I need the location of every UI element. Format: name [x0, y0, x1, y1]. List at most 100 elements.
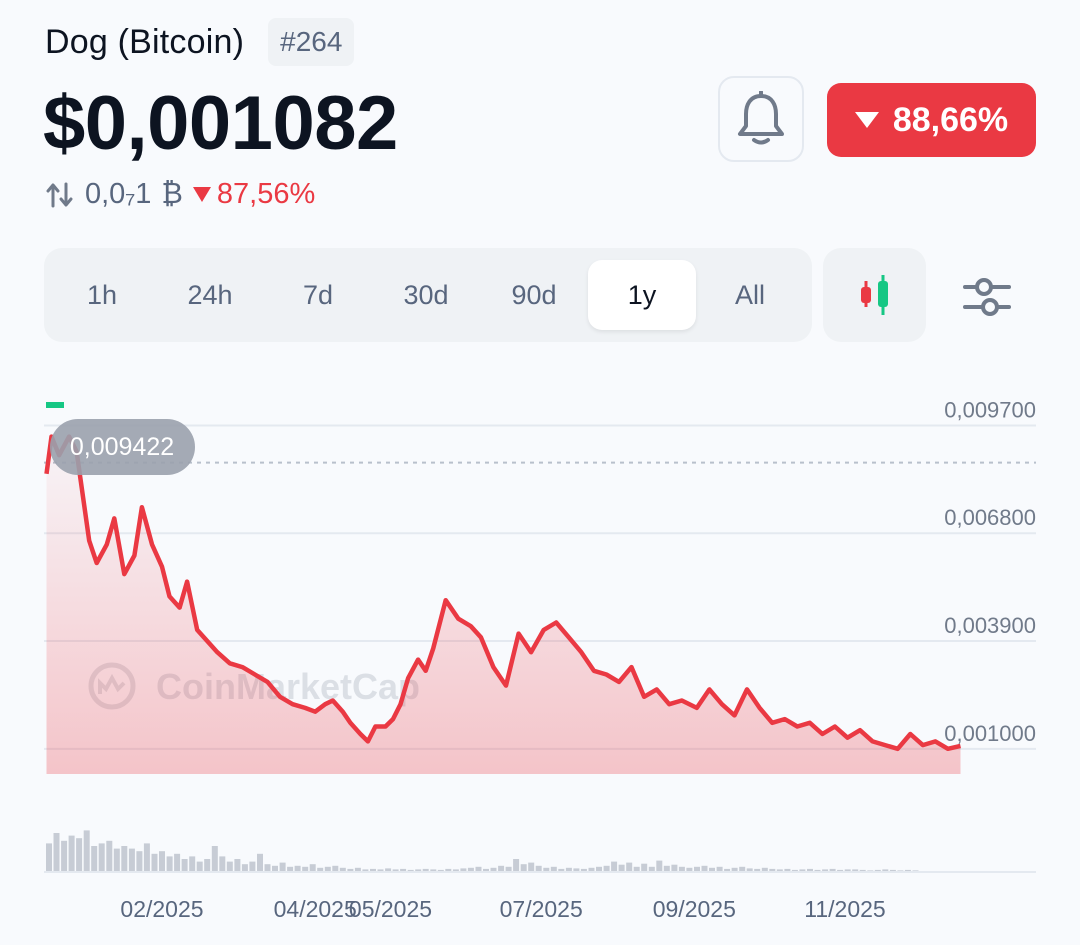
volume-bar	[648, 866, 655, 872]
volume-bar	[460, 868, 467, 872]
btc-price-row: 0,0₇1 ₿ 87,56%	[45, 178, 315, 211]
volume-bar	[249, 861, 256, 872]
volume-bar	[535, 865, 542, 872]
volume-bar	[678, 866, 685, 872]
volume-bar	[490, 867, 497, 872]
volume-bar	[558, 868, 565, 872]
volume-bar	[174, 853, 181, 872]
volume-bar	[430, 869, 437, 872]
price-chart[interactable]: CoinMarketCap 0,0097000,0068000,0039000,…	[0, 360, 1080, 945]
swap-arrows-icon[interactable]	[45, 180, 75, 210]
chart-settings-button[interactable]	[948, 258, 1026, 336]
volume-bar	[76, 838, 83, 872]
volume-bar	[844, 869, 851, 872]
rank-badge: #264	[268, 18, 355, 66]
volume-bar	[822, 869, 829, 872]
volume-bar	[754, 868, 761, 872]
volume-bar	[701, 865, 708, 872]
volume-bar	[106, 840, 113, 872]
coin-price: $0,001082	[43, 81, 398, 166]
range-tab[interactable]: 90d	[511, 279, 557, 310]
volume-bar	[874, 869, 881, 872]
range-tab-active[interactable]: 1y	[588, 260, 696, 330]
volume-bar	[709, 867, 715, 872]
time-range-tabs: 1h 24h 7d 30d 90d 1y All	[44, 248, 812, 342]
x-tick-label: 02/2025	[120, 896, 203, 922]
volume-bar	[98, 843, 105, 872]
volume-bar	[362, 869, 369, 872]
volume-bar	[332, 865, 339, 872]
y-tick-label: 0,001000	[944, 721, 1036, 746]
volume-bar	[83, 830, 90, 872]
volume-bar	[53, 833, 60, 872]
volume-bar	[264, 864, 271, 872]
volume-bar	[588, 867, 595, 872]
range-tab[interactable]: 30d	[403, 279, 449, 310]
price-alert-button[interactable]	[718, 76, 804, 162]
volume-bar	[513, 859, 520, 872]
volume-bar	[151, 853, 158, 872]
volume-bar	[580, 868, 587, 872]
x-tick-label: 04/2025	[274, 896, 357, 922]
range-tab[interactable]: All	[734, 279, 765, 310]
volume-bar	[467, 867, 474, 872]
volume-bar	[68, 835, 75, 872]
volume-bar	[739, 866, 746, 872]
volume-bar	[761, 867, 768, 872]
volume-bar	[324, 866, 331, 872]
volume-bar	[807, 868, 813, 872]
volume-bar	[241, 864, 248, 872]
volume-bar	[204, 859, 211, 872]
btc-price-value: 0,0₇1	[85, 178, 152, 210]
sliders-icon	[963, 278, 1011, 316]
volume-bar	[716, 866, 723, 872]
volume-bar	[407, 869, 414, 872]
volume-bar	[641, 863, 648, 872]
tooltip-value: 0,009422	[70, 433, 174, 461]
volume-bar	[784, 868, 791, 872]
volume-bar	[724, 868, 731, 872]
price-change-value: 88,66%	[892, 100, 1009, 139]
volume-bar	[852, 869, 859, 872]
volume-bar	[309, 864, 316, 872]
volume-bar	[400, 868, 407, 872]
volume-bar	[814, 869, 821, 872]
volume-bar	[520, 864, 527, 872]
coin-name: Dog (Bitcoin)	[45, 22, 245, 61]
candlestick-toggle-button[interactable]	[823, 248, 926, 342]
volume-bar	[219, 856, 226, 872]
volume-bar	[837, 869, 844, 872]
range-tab[interactable]: 7d	[302, 279, 334, 310]
price-area	[46, 436, 961, 774]
volume-bar	[347, 868, 354, 872]
volume-bar	[437, 869, 444, 872]
volume-bar	[904, 869, 911, 872]
volume-bar	[181, 859, 188, 872]
volume-bar	[121, 846, 128, 872]
btc-symbol: ₿	[161, 178, 183, 210]
volume-bar	[143, 843, 150, 872]
tooltip-bg	[50, 419, 195, 475]
volume-bar	[196, 861, 203, 872]
volume-bar	[483, 868, 489, 872]
volume-bar	[339, 867, 346, 872]
y-tick-label: 0,006800	[944, 505, 1036, 530]
volume-bar	[385, 868, 392, 872]
btc-change-value: 87,56%	[216, 178, 316, 210]
volume-bar	[279, 862, 286, 872]
range-tab[interactable]: 1h	[86, 279, 118, 310]
volume-bar	[603, 865, 610, 872]
price-change-badge: 88,66%	[827, 83, 1036, 157]
volume-bar	[596, 866, 602, 872]
volume-bar	[452, 869, 459, 872]
volume-bar	[415, 869, 422, 872]
range-tab[interactable]: 24h	[187, 279, 233, 310]
triangle-down-icon	[192, 187, 211, 202]
x-tick-label: 05/2025	[349, 896, 432, 922]
volume-bar	[46, 843, 52, 872]
volume-bar	[686, 867, 693, 872]
volume-bar	[189, 856, 196, 872]
volume-bar	[528, 862, 535, 872]
volume-bar	[573, 868, 580, 872]
volume-bar	[475, 866, 482, 872]
